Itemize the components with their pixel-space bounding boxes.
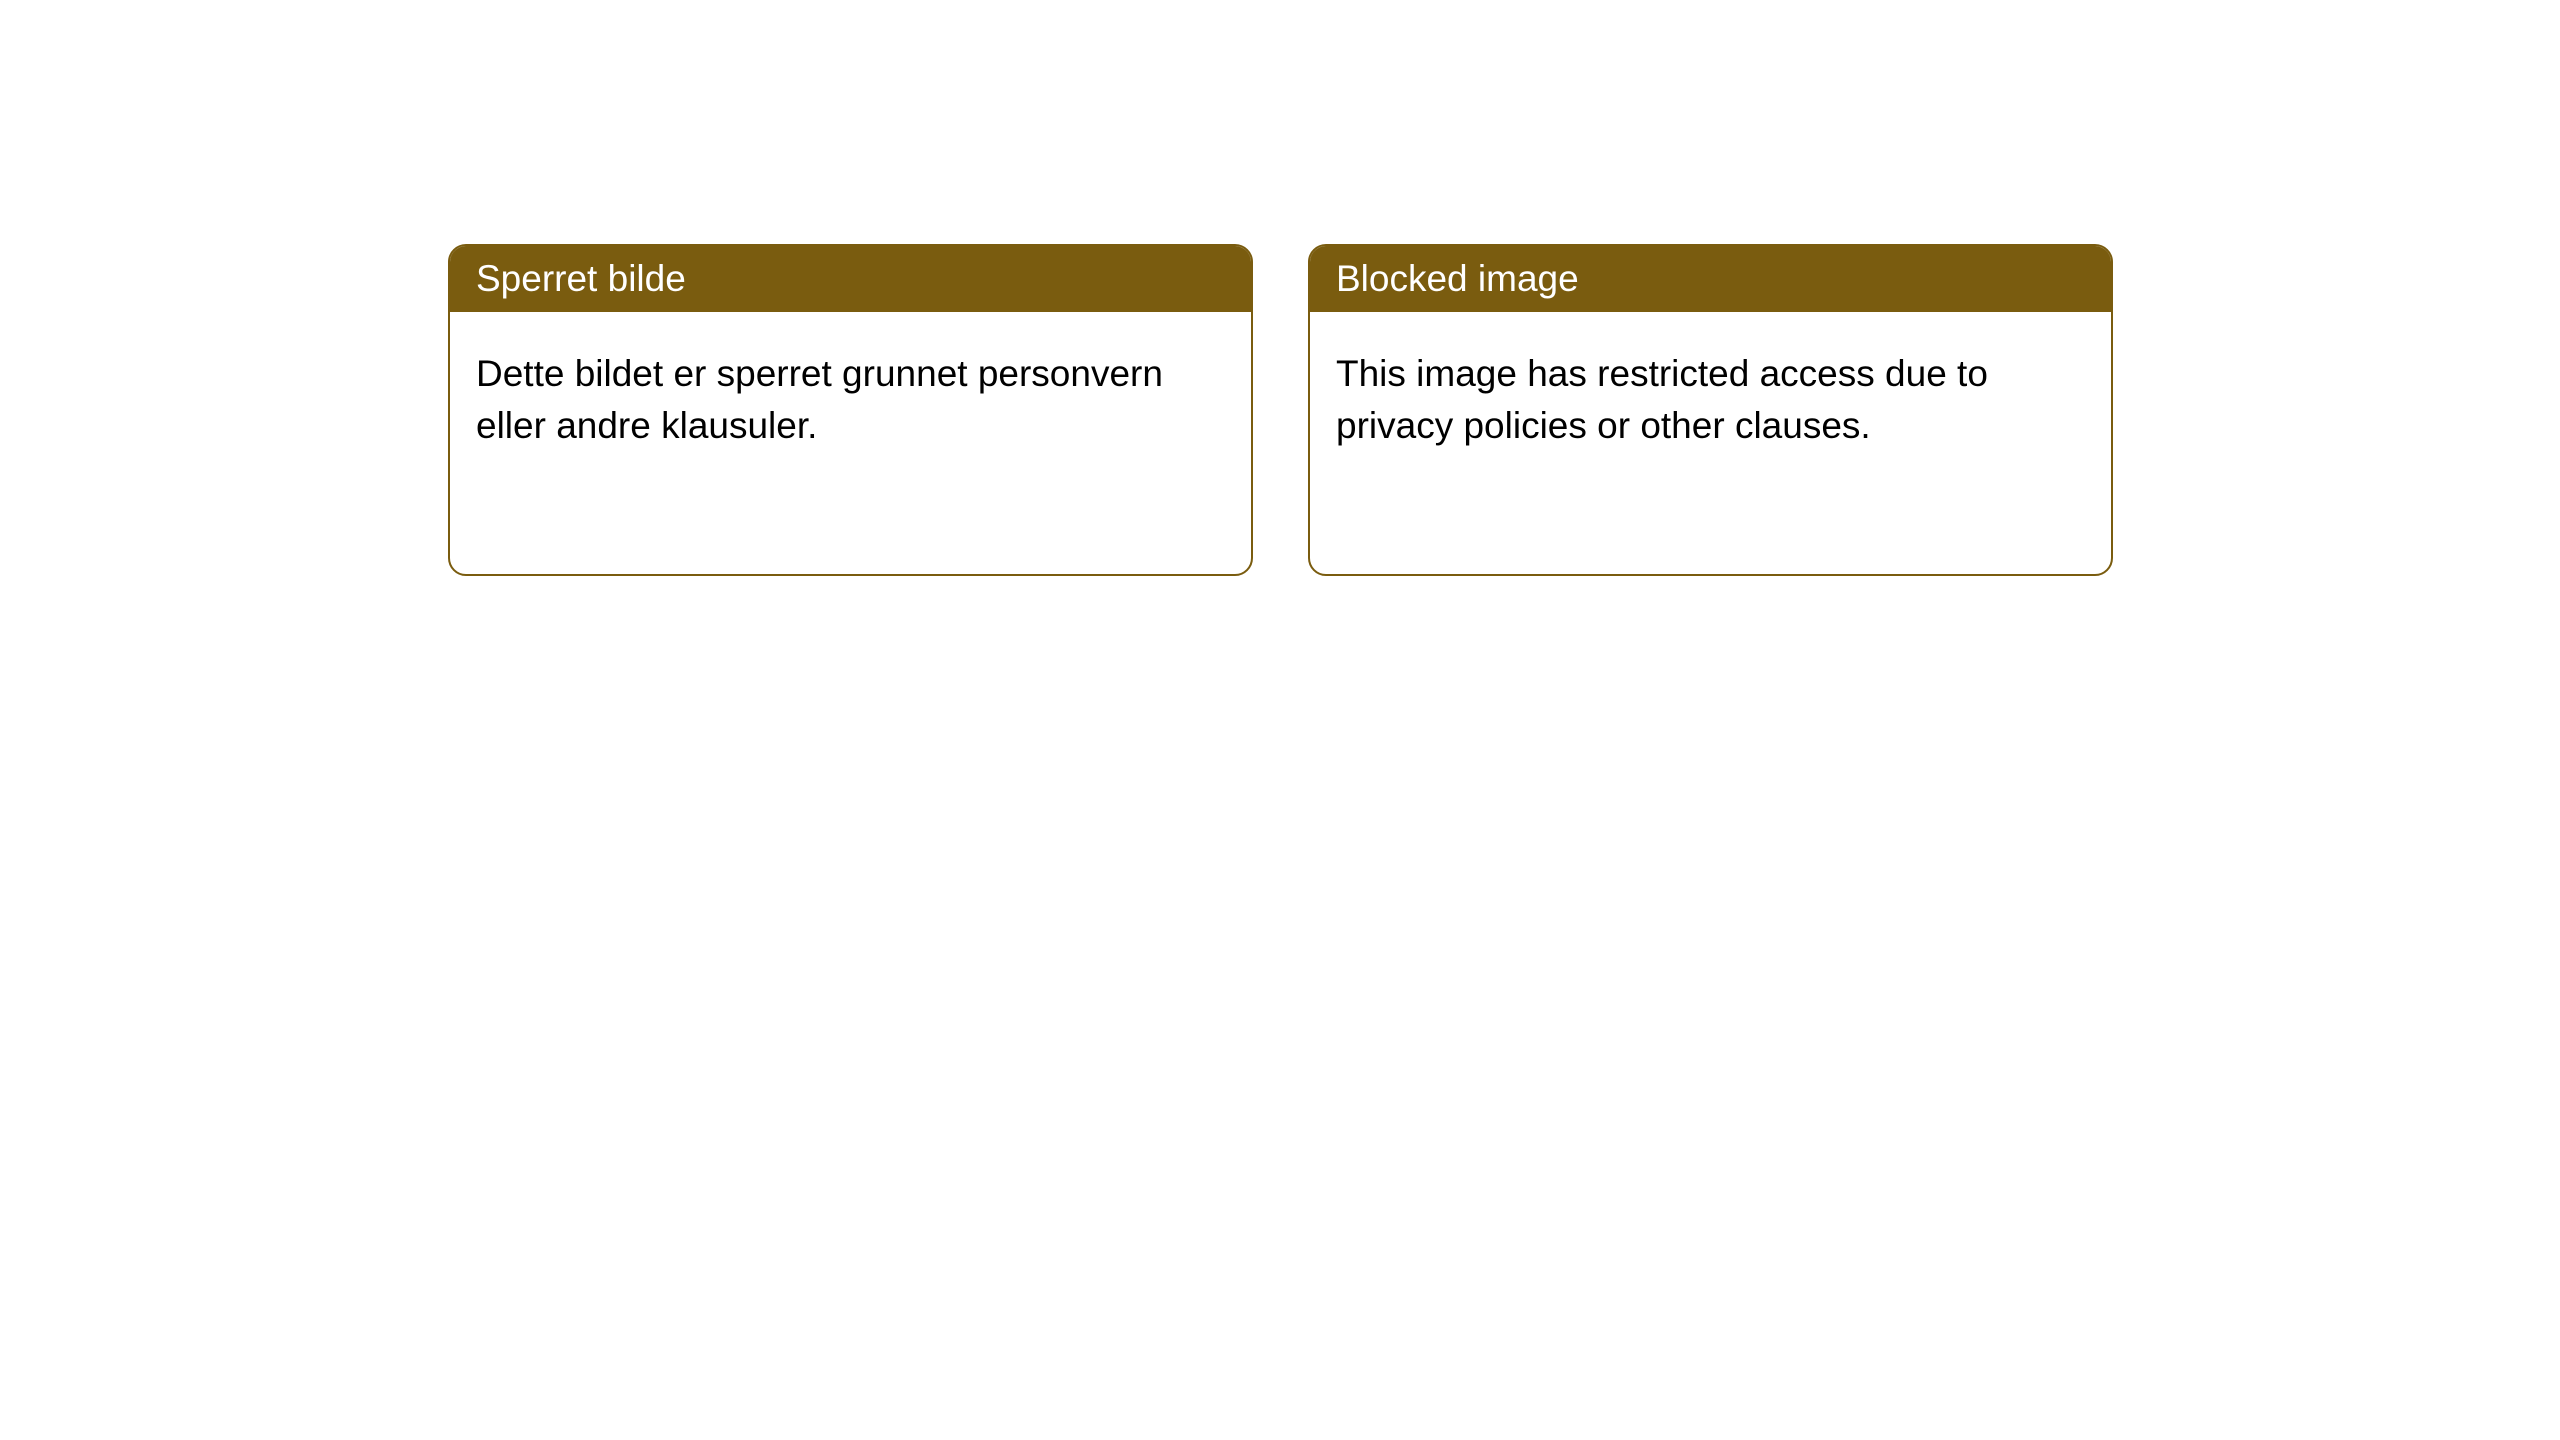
card-header: Sperret bilde	[450, 246, 1251, 312]
card-header: Blocked image	[1310, 246, 2111, 312]
notice-cards-container: Sperret bilde Dette bildet er sperret gr…	[448, 244, 2113, 576]
card-body-text: Dette bildet er sperret grunnet personve…	[476, 353, 1163, 446]
card-body: This image has restricted access due to …	[1310, 312, 2111, 488]
card-body-text: This image has restricted access due to …	[1336, 353, 1988, 446]
notice-card-english: Blocked image This image has restricted …	[1308, 244, 2113, 576]
card-body: Dette bildet er sperret grunnet personve…	[450, 312, 1251, 488]
card-title: Blocked image	[1336, 258, 1579, 299]
notice-card-norwegian: Sperret bilde Dette bildet er sperret gr…	[448, 244, 1253, 576]
card-title: Sperret bilde	[476, 258, 686, 299]
